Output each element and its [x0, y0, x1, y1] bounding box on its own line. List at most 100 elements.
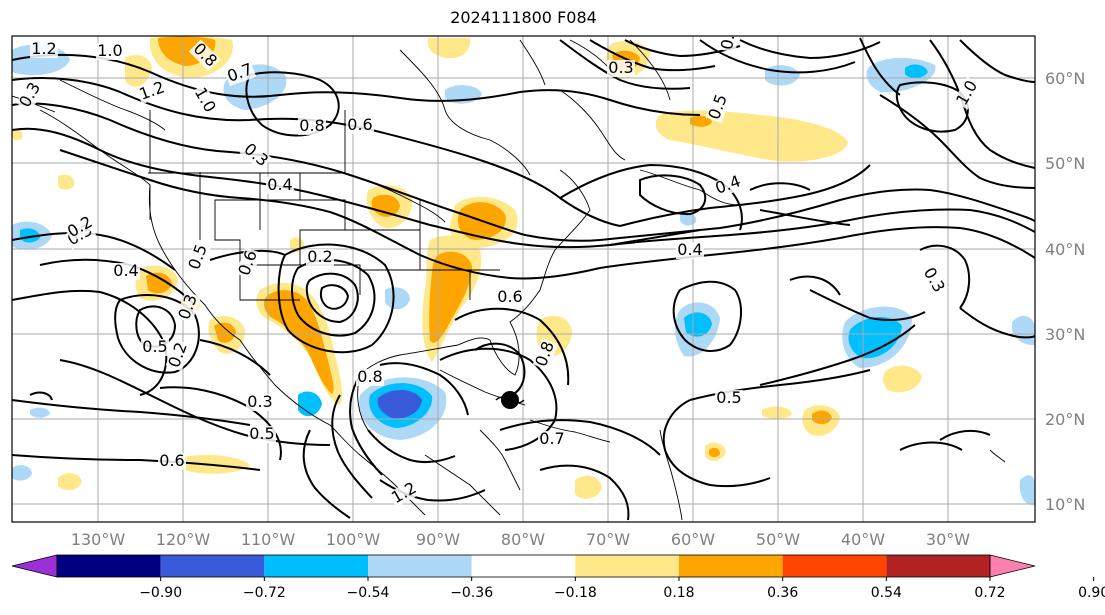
contour-label-bg [387, 479, 421, 508]
colorbar-bin [782, 555, 887, 577]
colorbar-bin [886, 555, 990, 577]
contour-label-bg [224, 60, 257, 87]
contour-label-bg [538, 431, 566, 448]
contour-label-bg [246, 394, 274, 411]
contour-label-bg [607, 60, 635, 77]
contour-label-bg [718, 36, 741, 53]
contour-label-bg [16, 78, 45, 112]
lat-label: 20°N [1045, 410, 1085, 429]
contour-label: 1.2 [31, 39, 56, 58]
contour-label-bg [953, 76, 982, 110]
contour-label: 1.0 [97, 41, 122, 60]
contour-label: 0.5 [249, 424, 274, 443]
contour-label-bg [165, 339, 192, 372]
contour-label-bg [346, 117, 374, 134]
contour-lines [12, 37, 1035, 521]
graticule [12, 36, 1035, 522]
contour-label-bg [532, 338, 559, 371]
contour-label-bg [112, 263, 140, 280]
colorbar-bin [160, 555, 265, 577]
contour-label: 0.2 [307, 247, 332, 266]
contour-label-bg [185, 241, 212, 274]
lon-label: 70°W [586, 530, 630, 549]
contour-label: 0.6 [347, 115, 372, 134]
contour-label: 0.4 [677, 240, 702, 259]
contour-label: 0.6 [717, 23, 740, 51]
lat-label: 30°N [1045, 325, 1085, 344]
contour-label-bg [306, 249, 334, 266]
latitude-axis: 60°N 50°N 40°N 30°N 20°N 10°N [1045, 69, 1085, 514]
contour-label-bg [96, 43, 124, 60]
contour-label: 0.5 [142, 337, 167, 356]
contour-label-bg [239, 139, 272, 171]
colorbar-arrow-high [989, 554, 1036, 578]
colorbar-tick-label: −0.36 [450, 585, 493, 601]
colorbar: −0.90 −0.72 −0.54 −0.36 −0.18 0.18 0.36 0.54 0.7… [11, 554, 1105, 601]
colorbar-bin [679, 555, 783, 577]
contour-label-bg [715, 390, 743, 407]
lat-label: 60°N [1045, 69, 1085, 88]
contour-label: 0.8 [357, 367, 382, 386]
colorbar-bin [368, 555, 472, 577]
colorbar-bin [575, 555, 679, 577]
contour-label-bg [235, 247, 262, 280]
colorbar-tick-label: −0.72 [243, 585, 286, 601]
lon-label: 120°W [156, 530, 211, 549]
contour-label: 0.3 [247, 392, 272, 411]
colorbar-bin [471, 555, 576, 577]
colorbar-tick-label: 0.72 [974, 585, 1005, 601]
contour-label: 0.3 [608, 58, 633, 77]
lon-label: 60°W [671, 530, 715, 549]
colorbar-tick-label: 0.90 [1078, 585, 1105, 601]
lon-label: 50°W [756, 530, 800, 549]
contour-label-bg [266, 177, 294, 194]
contour-label: 0.6 [159, 451, 184, 470]
contour-label-bg [30, 41, 58, 58]
map-border [11, 35, 1036, 523]
lon-label: 30°W [926, 530, 970, 549]
contour-label-bg [158, 453, 186, 470]
lon-label: 100°W [326, 530, 381, 549]
colorbar-arrow-low [11, 554, 58, 578]
longitude-axis: 130°W 120°W 110°W 100°W 90°W 80°W 70°W 6… [71, 530, 970, 549]
contour-label-bg [298, 118, 326, 135]
contour-label-bg [188, 39, 221, 72]
colorbar-bin [57, 555, 161, 577]
contour-label-bg [63, 213, 97, 242]
contour-label-bg [496, 289, 524, 306]
lat-label: 40°N [1045, 240, 1085, 259]
contour-label-bg [705, 91, 732, 124]
colorbar-tick-label: 0.18 [663, 585, 694, 601]
colorbar-tick-label: 0.36 [767, 585, 798, 601]
contour-label-bg [676, 242, 704, 259]
contour-label: 0.4 [113, 261, 138, 280]
contour-label-bg [248, 426, 276, 443]
contour-label-bg [136, 78, 169, 105]
colorbar-frame [56, 554, 991, 578]
contour-label-bg [356, 369, 384, 386]
colorbar-bin [264, 555, 368, 577]
contour-label-bg [175, 291, 202, 324]
contour-label: 0.8 [299, 116, 324, 135]
lon-label: 130°W [71, 530, 126, 549]
lat-label: 50°N [1045, 154, 1085, 173]
colorbar-tick-label: −0.18 [554, 585, 597, 601]
colorbar-tick-label: −0.90 [139, 585, 182, 601]
contour-label: 0.7 [539, 429, 564, 448]
lon-label: 110°W [241, 530, 296, 549]
lat-label: 10°N [1045, 495, 1085, 514]
lon-label: 80°W [501, 530, 545, 549]
map-title: 2024111800 F084 [450, 8, 597, 27]
contour-label-bg [141, 339, 169, 356]
contour-label: 0.5 [716, 388, 741, 407]
contour-label: 0.6 [497, 287, 522, 306]
contour-label-bg [190, 83, 219, 117]
contour-label-bg [712, 172, 745, 199]
lon-label: 40°W [841, 530, 885, 549]
colorbar-tick-label: −0.54 [347, 585, 390, 601]
lon-label: 90°W [416, 530, 460, 549]
colorbar-tick-label: 0.54 [871, 585, 902, 601]
contour-label: 0.4 [267, 175, 292, 194]
contour-label-bg [919, 263, 948, 297]
